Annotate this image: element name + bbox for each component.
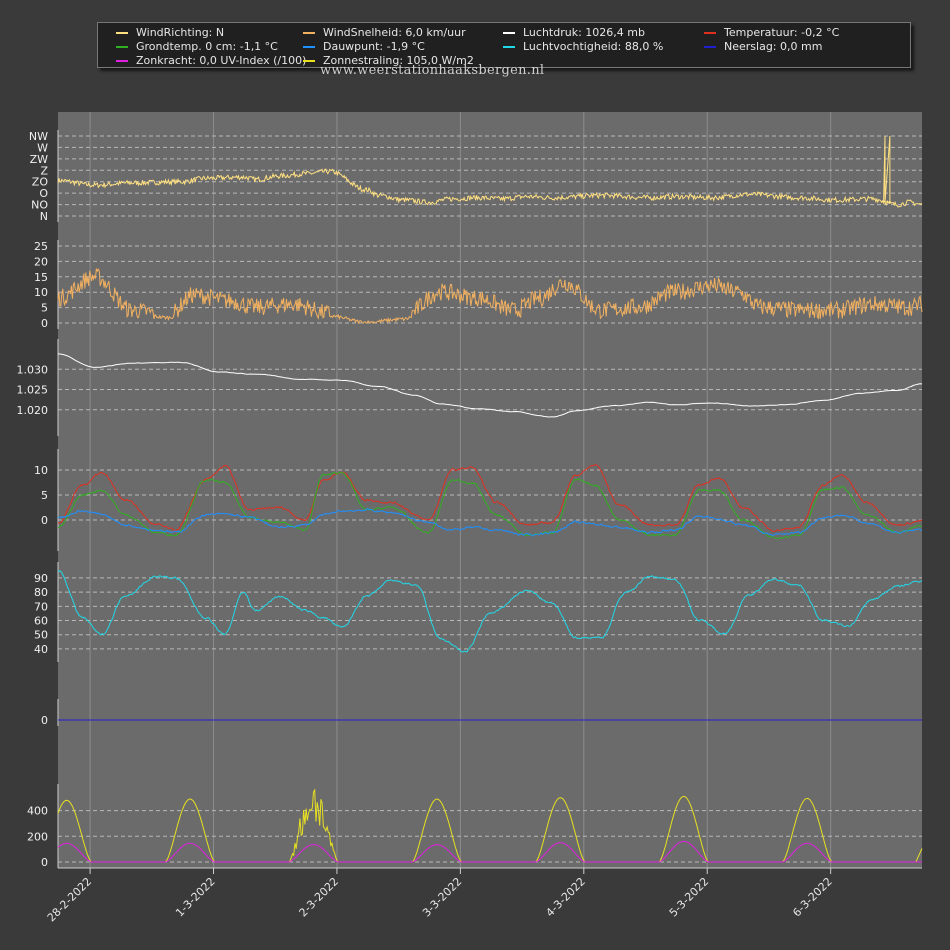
panel-temperaturen: 0 5 10 (34, 449, 923, 551)
y-tick-label: 0 (41, 317, 48, 330)
legend-label: Grondtemp. 0 cm: -1,1 °C (136, 40, 278, 53)
series-line-dauwpunt (57, 508, 923, 537)
series-line-zonkracht-uv-index-100- (57, 840, 922, 863)
y-tick-label: 10 (34, 464, 48, 477)
legend-label: Luchtvochtigheid: 88,0 % (523, 40, 664, 53)
panel-neerslag: 0 (41, 699, 922, 727)
legend-label: WindSnelheid: 6,0 km/uur (323, 26, 466, 39)
legend-swatch (704, 32, 716, 34)
legend-swatch (303, 46, 315, 48)
series-line-windrichting (57, 135, 923, 208)
date-tick-label: 2-3-2022 (297, 875, 342, 920)
panel-windsnelheid: 0 5 10 15 20 25 (34, 240, 923, 330)
y-tick-label: 40 (34, 643, 48, 656)
legend-swatch (116, 46, 128, 48)
y-tick-label: 70 (34, 600, 48, 613)
x-axis: 28-2-2022 1-3-2022 2-3-2022 3-3-2022 4-3-202… (45, 867, 922, 924)
legend-label: Dauwpunt: -1,9 °C (323, 40, 425, 53)
y-tick-label: 50 (34, 629, 48, 642)
y-tick-label: 1.030 (17, 363, 49, 376)
y-tick-label: 0 (41, 714, 48, 727)
y-tick-label: 1.020 (17, 404, 49, 417)
panel-zon: 0 200 400 (27, 784, 923, 869)
y-tick-label: NW (29, 130, 48, 143)
y-tick-label: N (40, 210, 48, 223)
series-line-luchtvochtigheid (57, 570, 923, 653)
y-tick-label: 5 (41, 302, 48, 315)
y-tick-label: 0 (41, 856, 48, 869)
legend-label: Zonnestraling: 105,0 W/m2 (323, 54, 474, 67)
y-tick-label: 10 (34, 286, 48, 299)
y-tick-label: O (39, 187, 48, 200)
series-line-windsnelheid (57, 268, 923, 325)
y-tick-label: 5 (41, 489, 48, 502)
y-tick-label: W (37, 141, 48, 154)
panel-luchtdruk: 1.020 1.025 1.030 (17, 339, 923, 436)
date-tick-label: 6-3-2022 (790, 875, 835, 920)
legend-swatch (704, 46, 716, 48)
series-line-luchtdruk (57, 353, 923, 418)
legend-swatch (503, 46, 515, 48)
y-tick-label: NO (31, 199, 48, 212)
y-tick-label: ZO (32, 176, 49, 189)
legend-swatch (116, 32, 128, 34)
y-tick-label: Z (40, 164, 48, 177)
legend-swatch (303, 32, 315, 34)
y-tick-label: ZW (30, 153, 49, 166)
y-tick-label: 0 (41, 514, 48, 527)
legend-label: Neerslag: 0,0 mm (724, 40, 823, 53)
legend: WindRichting: N WindSnelheid: 6,0 km/uur L… (97, 22, 911, 68)
y-tick-label: 60 (34, 615, 48, 628)
y-tick-label: 90 (34, 572, 48, 585)
watermark: www.weerstationhaaksbergen.nl (320, 63, 545, 78)
legend-swatch (303, 60, 315, 62)
y-tick-label: 15 (34, 271, 48, 284)
legend-label: WindRichting: N (136, 26, 225, 39)
legend-swatch (503, 32, 515, 34)
y-tick-label: 400 (27, 805, 48, 818)
date-tick-label: 5-3-2022 (667, 875, 712, 920)
y-tick-label: 25 (34, 240, 48, 253)
date-tick-label: 4-3-2022 (543, 875, 588, 920)
y-tick-label: 200 (27, 830, 48, 843)
legend-label: Luchtdruk: 1026,4 mb (523, 26, 645, 39)
y-tick-label: 20 (34, 255, 48, 268)
legend-swatch (116, 60, 128, 62)
plot-area (58, 112, 922, 868)
date-tick-label: 1-3-2022 (173, 875, 218, 920)
vertical-gridlines (89, 112, 832, 868)
y-tick-label: 1.025 (17, 384, 49, 397)
legend-label: Temperatuur: -0,2 °C (724, 26, 840, 39)
legend-label: Zonkracht: 0,0 UV-Index (/100) (136, 54, 307, 67)
date-tick-label: 28-2-2022 (45, 875, 94, 924)
date-tick-label: 3-3-2022 (420, 875, 465, 920)
series-line-grondtemp-0-cm (57, 471, 923, 540)
y-tick-label: 80 (34, 586, 48, 599)
